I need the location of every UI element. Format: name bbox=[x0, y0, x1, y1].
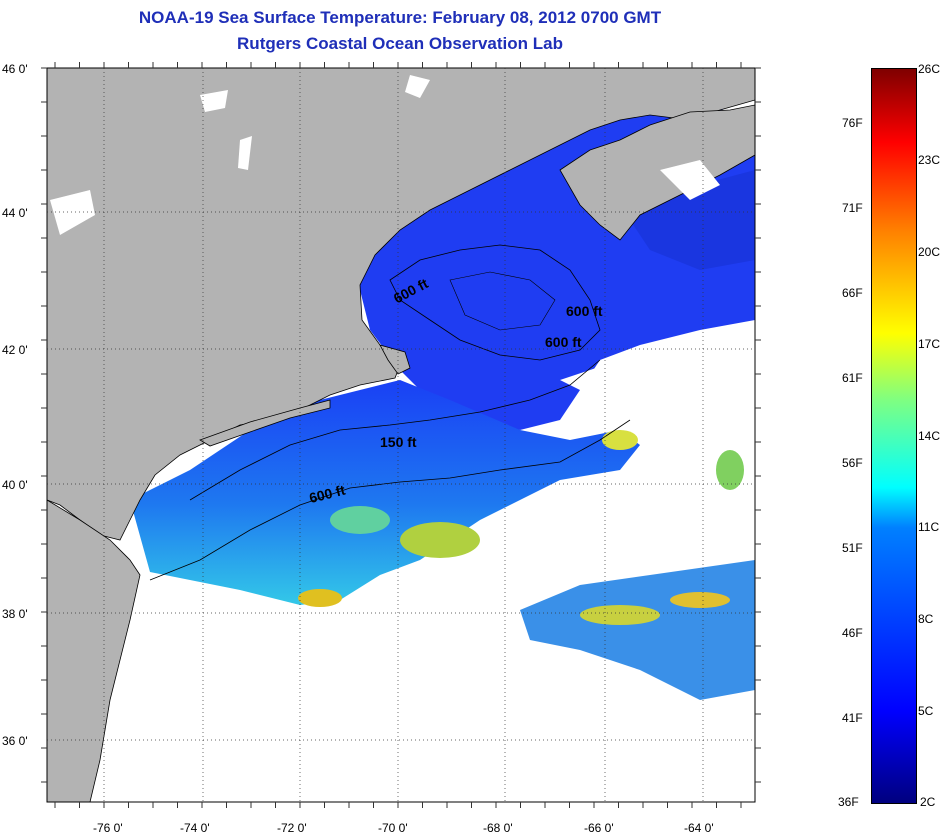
colorbar-label-f: 56F bbox=[842, 456, 863, 470]
lon-label: -72 0' bbox=[277, 821, 307, 835]
plot-frame bbox=[46, 67, 756, 803]
bathymetry-contour-600ft bbox=[149, 419, 631, 581]
colorbar-label-c: 11C bbox=[918, 520, 940, 534]
warm-patch bbox=[716, 450, 744, 490]
colorbar-label-c: 26C bbox=[918, 62, 941, 76]
colorbar-label-f: 61F bbox=[842, 371, 863, 385]
lake bbox=[238, 136, 252, 170]
contour-label: 600 ft bbox=[545, 334, 582, 350]
land-nova-scotia bbox=[559, 104, 755, 241]
lon-label: -66 0' bbox=[584, 821, 614, 835]
lat-label: 42 0' bbox=[2, 343, 28, 357]
lon-label: -74 0' bbox=[180, 821, 210, 835]
cloud-patch bbox=[690, 335, 755, 455]
colorbar-label-f: 51F bbox=[842, 541, 863, 555]
warm-patch bbox=[580, 605, 660, 625]
land-long-island bbox=[199, 399, 331, 447]
colorbar-label-f: 46F bbox=[842, 626, 863, 640]
lon-label: -68 0' bbox=[483, 821, 513, 835]
temperature-colorbar bbox=[871, 68, 917, 804]
lat-label: 40 0' bbox=[2, 478, 28, 492]
axis-ticks bbox=[41, 62, 761, 808]
warm-patch bbox=[330, 506, 390, 534]
lat-label: 46 0' bbox=[2, 62, 28, 76]
lon-label: -64 0' bbox=[684, 821, 714, 835]
colorbar-label-f: 36F bbox=[838, 795, 859, 809]
lake bbox=[405, 75, 430, 98]
lake bbox=[660, 160, 720, 200]
colorbar-label-c: 23C bbox=[918, 153, 941, 167]
lake bbox=[200, 90, 228, 112]
lon-label: -70 0' bbox=[378, 821, 408, 835]
lon-label: -76 0' bbox=[93, 821, 123, 835]
cloud-patch bbox=[560, 490, 755, 580]
warm-patch bbox=[602, 430, 638, 450]
lat-label: 44 0' bbox=[2, 206, 28, 220]
chart-title: NOAA-19 Sea Surface Temperature: Februar… bbox=[138, 8, 662, 27]
land-cape-cod bbox=[379, 344, 411, 375]
colorbar-label-c: 5C bbox=[918, 704, 934, 718]
chart-subtitle: Rutgers Coastal Ocean Observation Lab bbox=[237, 34, 563, 53]
contour-label: 150 ft bbox=[380, 434, 417, 450]
colorbar-label-f: 41F bbox=[842, 711, 863, 725]
warm-patch bbox=[298, 589, 342, 607]
water-shelf-region bbox=[130, 380, 640, 605]
land-delmarva bbox=[47, 499, 141, 802]
colorbar-label-c: 20C bbox=[918, 245, 941, 259]
colorbar-label-c: 17C bbox=[918, 337, 941, 351]
colorbar-label-c: 2C bbox=[920, 795, 936, 809]
warm-patch bbox=[670, 592, 730, 608]
colorbar-label-c: 8C bbox=[918, 612, 934, 626]
lake bbox=[50, 190, 95, 235]
warm-patch bbox=[400, 522, 480, 558]
bathymetry-contour-gom bbox=[389, 244, 601, 361]
bathymetry-contour-150ft bbox=[189, 359, 601, 501]
colorbar-label-c: 14C bbox=[918, 429, 941, 443]
colorbar-label-f: 76F bbox=[842, 116, 863, 130]
colorbar-label-f: 66F bbox=[842, 286, 863, 300]
lat-label: 38 0' bbox=[2, 607, 28, 621]
contour-label: 600 ft bbox=[566, 303, 603, 319]
cloud-patch bbox=[560, 350, 665, 420]
bathymetry-contour-gom-inner bbox=[449, 271, 556, 331]
water-ne-region bbox=[620, 170, 755, 270]
colorbar-label-f: 71F bbox=[842, 201, 863, 215]
lat-label: 36 0' bbox=[2, 734, 28, 748]
